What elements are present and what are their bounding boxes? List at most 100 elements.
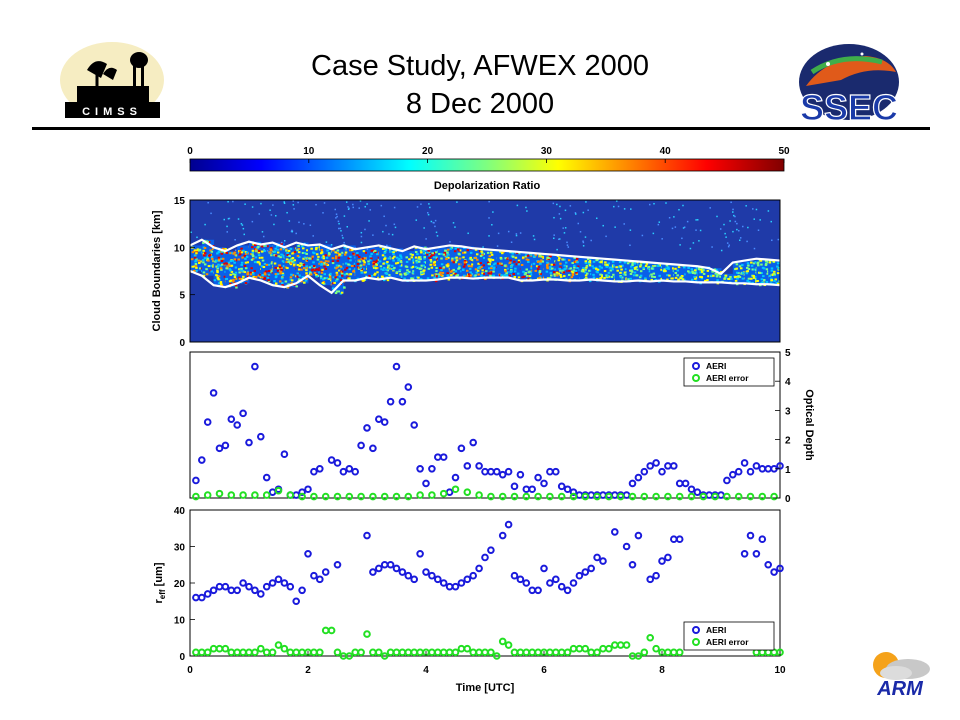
- depol-speckle: [444, 249, 447, 252]
- depol-speckle: [440, 252, 443, 255]
- depol-speckle: [455, 274, 458, 277]
- depol-speckle: [296, 264, 300, 267]
- time-xlabel: Time [UTC]: [456, 682, 515, 694]
- depol-speckle: [501, 252, 504, 255]
- depol-speckle: [357, 266, 361, 269]
- depol-speckle: [376, 253, 379, 256]
- depol-speckle: [559, 273, 562, 276]
- depol-speckle: [536, 268, 540, 271]
- optical-depth-aeri-error-point: [239, 491, 247, 499]
- depol-speckle: [395, 256, 399, 259]
- depol-speckle: [376, 271, 379, 274]
- reff-aeri-point: [280, 579, 289, 587]
- noise-speckle: [288, 220, 291, 222]
- depol-speckle: [625, 278, 628, 281]
- depol-speckle: [457, 252, 461, 255]
- depol-speckle: [719, 275, 722, 278]
- depol-speckle: [265, 270, 268, 273]
- noise-speckle: [227, 200, 229, 203]
- depol-speckle: [589, 259, 592, 262]
- depol-speckle: [388, 274, 391, 277]
- depol-speckle: [405, 260, 409, 263]
- depol-speckle: [534, 254, 537, 257]
- depol-speckle: [260, 265, 264, 268]
- noise-speckle: [360, 241, 363, 244]
- depol-speckle: [225, 251, 229, 254]
- optical-depth-aeri-point: [428, 465, 436, 473]
- depol-speckle: [489, 272, 492, 275]
- optical-depth-aeri-error-point: [546, 492, 554, 501]
- depol-speckle: [530, 254, 533, 257]
- depol-speckle: [419, 270, 423, 273]
- depol-speckle: [575, 257, 579, 260]
- depol-speckle: [486, 261, 490, 264]
- depol-speckle: [372, 262, 376, 265]
- depol-speckle: [524, 255, 528, 258]
- depol-speckle: [353, 264, 357, 267]
- depol-speckle: [260, 250, 264, 253]
- depol-speckle: [285, 261, 288, 264]
- noise-speckle: [582, 240, 584, 243]
- ssec-logo-icon: SSEC: [799, 44, 899, 124]
- depol-speckle: [773, 270, 776, 273]
- depol-speckle: [231, 280, 235, 283]
- depol-speckle: [279, 256, 282, 259]
- depol-speckle: [440, 263, 444, 266]
- optical-depth-aeri-error-point: [758, 492, 767, 501]
- depol-speckle: [325, 256, 329, 259]
- optical-depth-aeri-point: [475, 462, 483, 470]
- depol-speckle: [441, 271, 445, 274]
- depol-speckle: [327, 252, 331, 255]
- depol-speckle: [396, 261, 400, 264]
- depol-speckle: [584, 268, 587, 271]
- depol-speckle: [335, 267, 338, 270]
- depol-speckle: [381, 254, 385, 257]
- noise-speckle: [292, 200, 294, 202]
- reff-aeri-point: [404, 571, 413, 580]
- optical-depth-aeri-point: [357, 441, 365, 450]
- depol-speckle: [546, 261, 549, 264]
- depol-speckle: [755, 275, 758, 278]
- depol-speckle: [267, 269, 271, 272]
- depol-speckle: [328, 253, 331, 256]
- depol-speckle: [361, 257, 365, 260]
- noise-speckle: [286, 211, 288, 214]
- noise-speckle: [587, 209, 589, 211]
- depol-speckle: [636, 268, 640, 271]
- depol-speckle: [454, 247, 457, 250]
- depol-speckle: [210, 255, 214, 258]
- depol-speckle: [391, 264, 394, 267]
- depol-speckle: [320, 260, 323, 263]
- noise-speckle: [352, 203, 354, 206]
- colorbar-label: Depolarization Ratio: [434, 180, 541, 192]
- depol-speckle: [235, 286, 238, 289]
- depol-speckle: [769, 282, 773, 285]
- depol-speckle: [446, 251, 449, 254]
- depol-speckle: [729, 275, 732, 278]
- depol-speckle: [221, 257, 225, 260]
- depol-speckle: [319, 275, 323, 278]
- noise-speckle: [559, 217, 562, 220]
- depol-speckle: [620, 276, 624, 279]
- optical-depth-aeri-point: [469, 438, 478, 447]
- noise-speckle: [435, 231, 438, 234]
- depol-speckle: [212, 248, 215, 251]
- depol-speckle: [488, 267, 491, 270]
- depol-speckle: [411, 253, 414, 256]
- depol-speckle: [379, 265, 383, 268]
- depol-speckle: [335, 290, 339, 293]
- depol-speckle: [474, 248, 478, 251]
- depol-speckle: [714, 272, 717, 275]
- noise-speckle: [605, 235, 607, 238]
- depol-speckle: [588, 261, 591, 264]
- depol-speckle: [748, 281, 751, 284]
- depol-speckle: [462, 251, 465, 254]
- depol-speckle: [240, 269, 244, 272]
- depol-speckle: [505, 274, 509, 277]
- noise-speckle: [280, 241, 283, 244]
- depol-speckle: [463, 251, 467, 254]
- depol-speckle: [277, 255, 281, 258]
- depol-speckle: [332, 249, 335, 252]
- noise-speckle: [590, 239, 592, 242]
- depol-speckle: [524, 273, 527, 276]
